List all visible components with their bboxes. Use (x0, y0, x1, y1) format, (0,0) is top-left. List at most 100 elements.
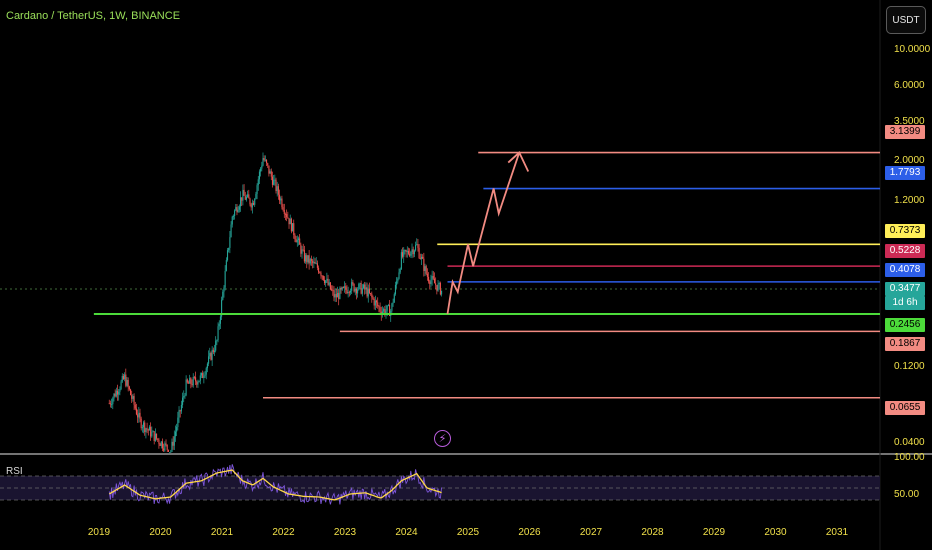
candle-body (144, 422, 146, 433)
candle-body (351, 282, 353, 291)
projection-path[interactable] (446, 152, 521, 315)
candle-body (185, 379, 187, 396)
candle-body (192, 376, 194, 386)
candle-body (299, 238, 301, 245)
candle-body (165, 443, 167, 445)
candle-body (113, 393, 115, 399)
price-tag: 0.5228 (885, 244, 925, 258)
candle-body (248, 194, 250, 199)
candle-body (271, 176, 274, 185)
candle-body (344, 286, 346, 288)
candle-body (357, 289, 359, 294)
candle-body (407, 250, 410, 254)
candle-body (371, 293, 373, 298)
candle-body (352, 282, 354, 284)
candle-body (147, 429, 149, 431)
candle-body (218, 323, 220, 327)
candle-body (341, 287, 343, 290)
candle-body (256, 185, 258, 194)
candle-body (334, 294, 336, 298)
candle-body (141, 427, 143, 429)
candle-body (197, 382, 199, 385)
candle-body (312, 260, 314, 264)
candle-body (245, 197, 247, 200)
rsi-label: RSI (6, 466, 23, 477)
candle-body (221, 299, 223, 317)
x-tick-label: 2024 (395, 527, 418, 538)
candle-body (262, 158, 264, 166)
candle-body (346, 289, 348, 294)
candle-body (365, 287, 367, 290)
candle-body (226, 250, 229, 261)
flash-icon[interactable]: ⚡ (434, 430, 451, 447)
levels-layer (93, 151, 880, 399)
candle-body (439, 283, 441, 295)
price-tag: 0.4078 (885, 263, 925, 277)
chart-title: Cardano / TetherUS, 1W, BINANCE (6, 10, 181, 22)
projection-layer (446, 151, 530, 315)
candle-body (236, 207, 238, 213)
candle-body (359, 283, 361, 285)
candle-body (290, 218, 292, 232)
candle-body (321, 275, 323, 277)
candle-body (174, 431, 177, 437)
candle-body (411, 249, 413, 253)
candle-body (296, 239, 298, 243)
candle-body (361, 288, 363, 294)
candle-body (355, 288, 357, 294)
candle-body (394, 284, 397, 295)
candle-body (244, 195, 246, 200)
candle-body (435, 283, 437, 286)
candle-body (215, 340, 217, 351)
candle-body (420, 256, 423, 259)
currency-button[interactable]: USDT (886, 6, 926, 34)
candle-body (119, 389, 121, 392)
price-tag: 3.1399 (885, 125, 925, 139)
candle-body (302, 249, 304, 251)
price-tag: 0.3477 (885, 282, 925, 296)
candle-body (187, 382, 190, 384)
candle-body (111, 404, 113, 405)
candle-body (310, 259, 313, 261)
candle-body (335, 294, 337, 298)
candle-body (213, 350, 216, 353)
candle-body (277, 186, 279, 195)
candle-body (151, 431, 153, 437)
candle-body (432, 275, 434, 279)
price-tag: 0.1867 (885, 337, 925, 351)
candle-body (128, 386, 130, 390)
candle-body (252, 203, 255, 205)
candle-body (300, 244, 302, 254)
candle-body (205, 368, 207, 375)
candle-body (167, 449, 169, 452)
candle-body (203, 376, 205, 378)
candle-body (270, 171, 272, 177)
candle-body (433, 278, 436, 284)
rsi-line (108, 469, 442, 501)
candle-body (146, 428, 148, 430)
candle-body (160, 441, 162, 446)
candle-body (239, 197, 242, 207)
candle-body (419, 258, 421, 259)
x-tick-label: 2021 (210, 527, 234, 538)
rsi-y-tick-label: 50.00 (894, 489, 920, 500)
candle-body (404, 249, 406, 251)
candle-body (314, 261, 316, 264)
candle-body (348, 291, 350, 293)
candle-body (198, 380, 200, 383)
candle-body (322, 275, 324, 280)
y-tick-label: 2.0000 (894, 155, 925, 166)
candle-body (424, 266, 426, 272)
candle-body (223, 287, 225, 292)
y-tick-label: 6.0000 (894, 80, 925, 91)
candle-body (438, 283, 440, 284)
candle-body (417, 244, 419, 248)
candle-body (219, 316, 221, 324)
candle-body (230, 224, 232, 238)
candle-body (133, 396, 135, 405)
candle-body (145, 428, 147, 433)
candle-body (243, 189, 245, 196)
candle-body (315, 263, 317, 265)
